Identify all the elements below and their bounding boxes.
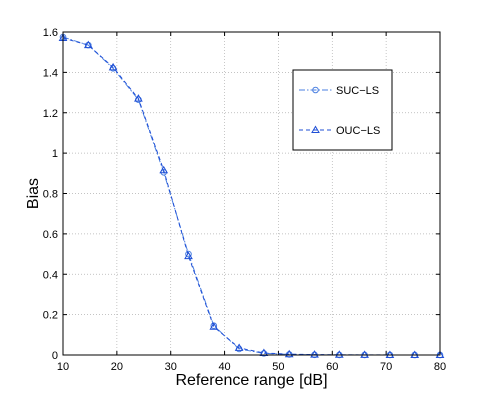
x-tick-label: 50 [272, 361, 284, 373]
data-point-ouc-ls [360, 350, 369, 358]
x-tick-label: 60 [326, 361, 338, 373]
data-point-ouc-ls [184, 251, 193, 260]
y-tick-label: 0.6 [43, 229, 58, 241]
plot-frame [62, 31, 441, 356]
data-point-suc-ls [185, 250, 192, 258]
legend-marker-ouc-ls [311, 125, 320, 133]
x-tick-label: 80 [434, 361, 446, 373]
data-point-ouc-ls [209, 322, 219, 330]
legend: SUC−LS OUC−LS [292, 69, 393, 151]
data-point-ouc-ls [159, 165, 169, 174]
data-point-ouc-ls [83, 40, 93, 49]
x-tick-label: 30 [165, 361, 177, 373]
x-tick-label: 20 [111, 361, 123, 373]
y-tick-label: 1.6 [43, 27, 58, 39]
legend-box [292, 69, 393, 151]
y-tick-label: 1.2 [43, 108, 58, 120]
data-point-ouc-ls [134, 94, 143, 102]
data-point-ouc-ls [234, 343, 244, 351]
y-tick-label: 0.4 [43, 269, 58, 281]
series-line-suc-ls [62, 36, 440, 356]
y-tick-label: 0.8 [43, 189, 58, 201]
x-axis-title: Reference range [dB] [175, 372, 327, 389]
x-tick-label: 70 [380, 361, 392, 373]
y-tick-label: 1.4 [43, 67, 58, 79]
x-tick-label: 10 [57, 361, 69, 373]
axes: 10 20 30 40 50 60 70 80 0 0.2 0.4 0.6 0.8 1 1.2 1.4 1.6 [43, 27, 446, 373]
y-tick-label: 0.2 [43, 310, 58, 322]
data-point-ouc-ls [410, 350, 420, 358]
data-point-ouc-ls [284, 349, 294, 358]
x-tick-label: 40 [218, 361, 230, 373]
legend-label-suc-ls: SUC−LS [336, 85, 379, 97]
data-point-ouc-ls [310, 350, 319, 358]
y-tick-label: 1 [52, 148, 58, 160]
y-axis-title: Bias [25, 178, 42, 209]
data-point-ouc-ls [435, 350, 445, 358]
data-point-ouc-ls [385, 350, 395, 358]
legend-marker-suc-ls [312, 86, 319, 94]
legend-label-ouc-ls: OUC−LS [336, 125, 380, 137]
y-tick-label: 0 [52, 350, 58, 362]
data-point-ouc-ls [108, 62, 118, 71]
data-point-ouc-ls [334, 350, 344, 358]
